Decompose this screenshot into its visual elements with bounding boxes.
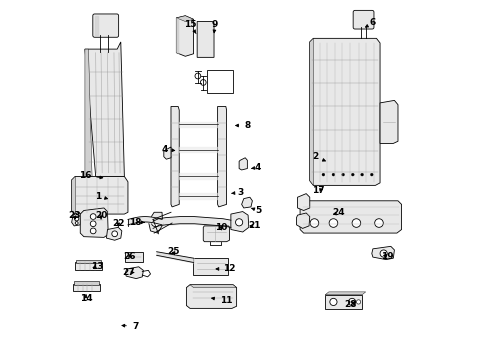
Circle shape [331,173,334,176]
Text: 5: 5 [251,206,261,215]
Text: 19: 19 [380,252,393,261]
Polygon shape [176,16,193,22]
Polygon shape [85,49,92,178]
Bar [206,69,232,93]
Polygon shape [309,39,379,185]
Circle shape [321,173,324,176]
Text: 16: 16 [79,171,102,180]
Circle shape [195,73,201,79]
Text: 28: 28 [344,300,356,309]
Circle shape [235,219,242,226]
Text: 2: 2 [312,152,325,161]
Text: 14: 14 [80,294,92,303]
Polygon shape [85,42,124,176]
Text: 10: 10 [215,223,227,232]
Circle shape [151,218,160,226]
Text: 23: 23 [68,211,80,220]
Bar [325,295,361,309]
Circle shape [328,219,337,227]
Circle shape [90,228,96,234]
Text: 7: 7 [122,322,138,331]
Text: 8: 8 [235,121,250,130]
Circle shape [351,173,353,176]
Polygon shape [379,100,397,143]
Polygon shape [309,39,313,185]
Polygon shape [176,18,179,54]
Bar [76,260,101,263]
Polygon shape [239,158,247,170]
Polygon shape [163,147,171,159]
Text: 4: 4 [251,163,261,172]
Circle shape [90,221,96,226]
Polygon shape [72,176,128,214]
Bar [192,258,228,275]
Text: 4: 4 [162,145,174,154]
Circle shape [374,219,383,227]
Circle shape [341,173,344,176]
Polygon shape [125,267,143,279]
Text: 9: 9 [211,19,218,33]
Polygon shape [217,107,226,207]
Text: 20: 20 [95,211,107,220]
Bar [73,284,100,291]
Circle shape [360,173,363,176]
Polygon shape [325,292,365,295]
Circle shape [90,214,96,220]
Polygon shape [186,285,236,309]
Text: 13: 13 [91,262,103,271]
Polygon shape [241,197,252,208]
Text: 22: 22 [112,219,124,228]
Bar [75,262,102,270]
Polygon shape [72,212,81,226]
FancyBboxPatch shape [352,10,373,29]
Text: 21: 21 [248,221,260,230]
Circle shape [351,219,360,227]
Text: 24: 24 [331,208,344,217]
Text: 18: 18 [129,218,144,227]
Bar [125,252,142,262]
Polygon shape [230,212,248,232]
Text: 26: 26 [122,252,135,261]
Polygon shape [72,176,75,214]
Polygon shape [176,16,193,56]
Polygon shape [190,285,236,288]
Circle shape [112,231,117,237]
Text: 25: 25 [167,247,180,256]
Polygon shape [106,227,122,240]
Circle shape [356,300,360,304]
Circle shape [75,222,78,225]
FancyBboxPatch shape [93,14,119,37]
Text: 1: 1 [95,192,107,201]
Circle shape [329,298,336,306]
Text: 6: 6 [365,18,375,27]
Polygon shape [297,194,309,211]
Circle shape [348,298,355,306]
Polygon shape [197,22,214,57]
Text: 11: 11 [211,296,232,305]
Text: 17: 17 [311,185,324,194]
Polygon shape [296,213,309,228]
Circle shape [379,250,386,257]
Polygon shape [148,212,163,233]
Polygon shape [300,201,401,233]
Circle shape [309,219,318,227]
Text: 27: 27 [122,268,135,277]
Polygon shape [371,246,394,260]
Polygon shape [171,107,179,207]
Circle shape [369,173,372,176]
Bar [74,281,99,285]
Text: 3: 3 [231,188,243,197]
Circle shape [200,80,206,85]
Polygon shape [203,226,229,242]
Text: 12: 12 [216,265,235,274]
Circle shape [74,217,79,221]
Text: 15: 15 [183,19,196,33]
Polygon shape [80,208,108,237]
